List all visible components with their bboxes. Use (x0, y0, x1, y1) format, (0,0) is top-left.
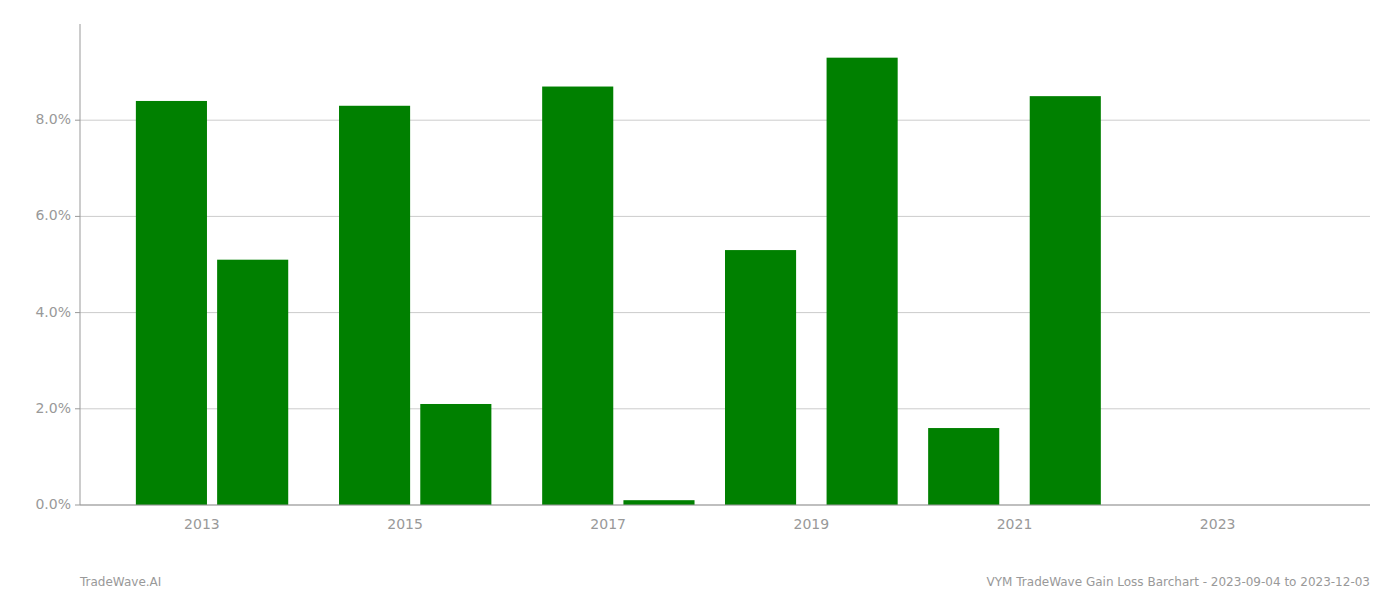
grid-line (80, 120, 1370, 121)
y-tick-label: 2.0% (35, 400, 71, 416)
footer-right: VYM TradeWave Gain Loss Barchart - 2023-… (987, 575, 1370, 589)
bar (623, 500, 694, 505)
chart-svg: 0.0% 2.0% 4.0% 6.0% 8.0% 2013 2015 2017 2019 2021… (0, 0, 1400, 600)
grid (80, 120, 1370, 505)
y-tick (75, 312, 80, 313)
x-tick-label: 2023 (1200, 516, 1236, 532)
y-tick (75, 505, 80, 506)
bar (1030, 96, 1101, 505)
bar (339, 106, 410, 505)
bar (217, 260, 288, 505)
x-tick-label: 2015 (387, 516, 423, 532)
y-tick (75, 120, 80, 121)
bar (827, 58, 898, 505)
y-tick-label: 6.0% (35, 207, 71, 223)
chart-container: 0.0% 2.0% 4.0% 6.0% 8.0% 2013 2015 2017 2019 2021… (0, 0, 1400, 600)
y-axis-line (80, 24, 81, 505)
y-tick-label: 8.0% (35, 111, 71, 127)
y-axis: 0.0% 2.0% 4.0% 6.0% 8.0% (35, 24, 80, 512)
x-tick-label: 2017 (590, 516, 626, 532)
bar (542, 87, 613, 505)
bars (136, 58, 1101, 505)
bar (420, 404, 491, 505)
x-tick-label: 2019 (794, 516, 830, 532)
x-tick-label: 2021 (997, 516, 1033, 532)
bar (136, 101, 207, 505)
y-tick (75, 408, 80, 409)
x-axis: 2013 2015 2017 2019 2021 2023 (80, 505, 1370, 532)
y-tick-label: 4.0% (35, 304, 71, 320)
x-tick-label: 2013 (184, 516, 220, 532)
bar (928, 428, 999, 505)
bar (725, 250, 796, 505)
footer-left: TradeWave.AI (79, 575, 161, 589)
y-tick-label: 0.0% (35, 496, 71, 512)
x-axis-line (80, 505, 1370, 506)
y-tick (75, 216, 80, 217)
grid-line (80, 505, 1370, 506)
grid-line (80, 216, 1370, 217)
